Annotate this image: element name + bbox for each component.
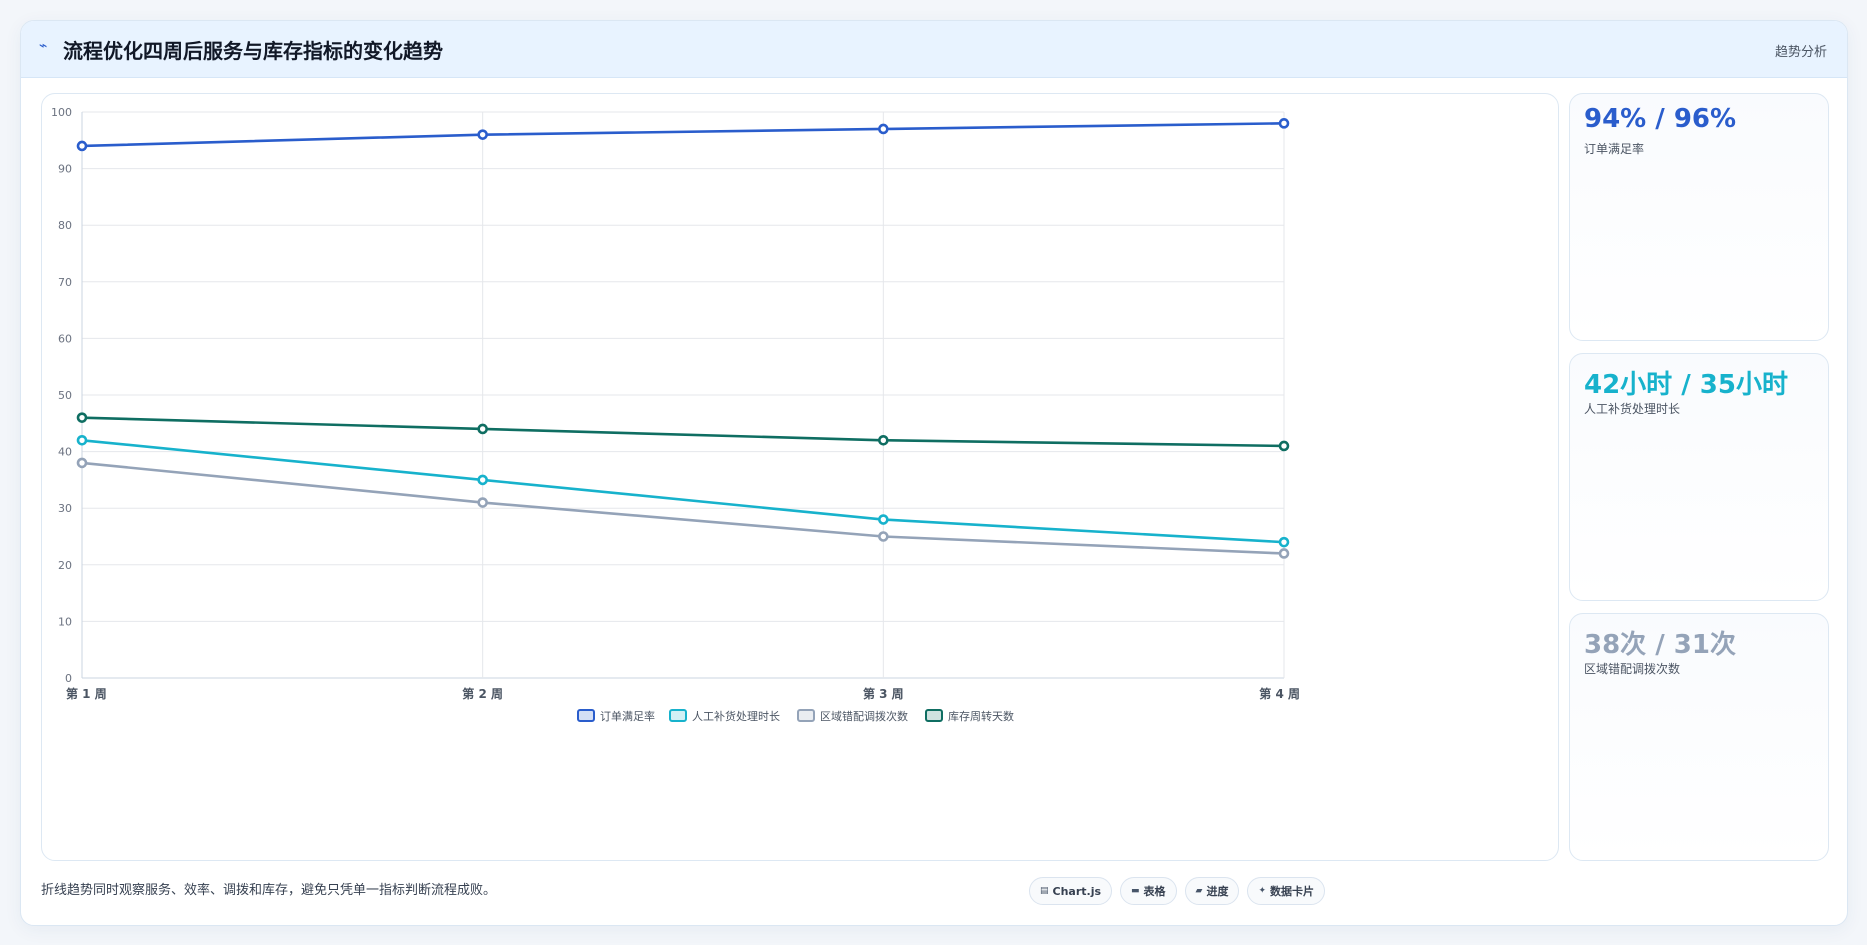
page-title: 流程优化四周后服务与库存指标的变化趋势 bbox=[63, 39, 443, 63]
data-point bbox=[76, 457, 88, 469]
line-chart: 0 10 20 30 40 50 60 70 80 90 100 第 1 周 第 2 周 第 3 周 第 4… bbox=[51, 106, 1300, 723]
chip-label: 表格 bbox=[1143, 885, 1166, 898]
data-point bbox=[477, 423, 488, 435]
data-point bbox=[76, 412, 88, 423]
legend-item-label[interactable]: 订单满足率 bbox=[600, 709, 655, 723]
stat-label: 订单满足率 bbox=[1584, 142, 1645, 156]
chip-chartjs[interactable]: ▤ Chart.js bbox=[1029, 877, 1113, 905]
chip-label: Chart.js bbox=[1052, 884, 1102, 898]
data-point bbox=[76, 434, 88, 446]
data-point bbox=[1278, 118, 1290, 129]
tech-chips: ▤ Chart.js ▬ 表格 ▰ 进度 ✦ 数据卡片 bbox=[1029, 877, 1326, 905]
legend-item-label[interactable]: 人工补货处理时长 bbox=[692, 709, 780, 723]
chip-table[interactable]: ▬ 表格 bbox=[1120, 877, 1177, 905]
series-lines bbox=[76, 118, 1290, 559]
progress-icon: ▰ bbox=[1195, 886, 1203, 896]
stat-value: 42小时 / 35小时 bbox=[1584, 370, 1788, 400]
y-tick-label: 30 bbox=[58, 502, 72, 515]
chart-icon: ▤ bbox=[1040, 886, 1049, 896]
y-tick-label: 80 bbox=[58, 219, 72, 232]
legend-swatch[interactable] bbox=[925, 709, 943, 722]
y-tick-label: 20 bbox=[58, 559, 72, 572]
series-line bbox=[81, 122, 1285, 148]
chart-panel: 0 10 20 30 40 50 60 70 80 90 100 第 1 周 第 2 周 第 3 周 第 4… bbox=[41, 93, 1559, 861]
data-point bbox=[477, 497, 488, 508]
y-tick-label: 10 bbox=[58, 615, 72, 628]
legend-item-label[interactable]: 区域错配调拨次数 bbox=[820, 709, 908, 723]
data-point bbox=[878, 531, 889, 542]
sparkle-icon: ✦ bbox=[1258, 886, 1267, 896]
y-tick-label: 0 bbox=[65, 672, 72, 685]
chip-label: 进度 bbox=[1206, 885, 1229, 898]
grid bbox=[81, 111, 1285, 679]
data-point bbox=[477, 129, 488, 140]
series-line bbox=[81, 461, 1285, 555]
data-point bbox=[1278, 536, 1290, 548]
axis-labels: 0 10 20 30 40 50 60 70 80 90 100 第 1 周 第 2 周 第 3 周 第 4… bbox=[51, 106, 1300, 701]
data-point bbox=[76, 140, 88, 152]
legend-swatch[interactable] bbox=[669, 709, 687, 722]
data-point bbox=[1278, 440, 1290, 452]
stat-value: 38次 / 31次 bbox=[1584, 630, 1736, 660]
x-tick-label: 第 4 周 bbox=[1259, 686, 1300, 701]
stat-label: 区域错配调拨次数 bbox=[1584, 662, 1681, 676]
y-tick-label: 60 bbox=[58, 332, 72, 345]
y-tick-label: 40 bbox=[58, 446, 72, 459]
y-tick-label: 100 bbox=[51, 106, 72, 119]
series-line bbox=[81, 416, 1285, 448]
data-point bbox=[878, 514, 889, 525]
legend-item-label[interactable]: 库存周转天数 bbox=[948, 709, 1014, 723]
trend-line-icon: ⌁ bbox=[39, 38, 48, 54]
stat-label: 人工补货处理时长 bbox=[1584, 402, 1681, 416]
y-tick-label: 50 bbox=[58, 389, 72, 402]
chart-legend[interactable]: 订单满足率 人工补货处理时长 区域错配调拨次数 库存周转天数 bbox=[577, 709, 1014, 723]
y-tick-label: 90 bbox=[58, 163, 72, 176]
stat-card-replenish-time: 42小时 / 35小时 人工补货处理时长 bbox=[1569, 353, 1829, 601]
y-tick-label: 70 bbox=[58, 276, 72, 289]
footer-note: 折线趋势同时观察服务、效率、调拨和库存，避免只凭单一指标判断流程成败。 bbox=[41, 883, 497, 898]
trend-card: ⌁ 流程优化四周后服务与库存指标的变化趋势 趋势分析 0 10 20 30 40 50 60… bbox=[20, 20, 1848, 926]
table-icon: ▬ bbox=[1131, 886, 1140, 896]
stat-value: 94% / 96% bbox=[1584, 104, 1737, 134]
legend-swatch[interactable] bbox=[577, 709, 595, 722]
header-tag: 趋势分析 bbox=[1774, 45, 1827, 60]
data-point bbox=[878, 123, 889, 135]
card-header: ⌁ 流程优化四周后服务与库存指标的变化趋势 趋势分析 bbox=[21, 21, 1847, 78]
x-tick-label: 第 3 周 bbox=[863, 686, 904, 701]
stat-card-mismatch-transfers: 38次 / 31次 区域错配调拨次数 bbox=[1569, 613, 1829, 861]
series-line bbox=[81, 438, 1285, 544]
data-point bbox=[477, 474, 488, 486]
legend-swatch[interactable] bbox=[797, 709, 815, 722]
stat-card-order-fill: 94% / 96% 订单满足率 bbox=[1569, 93, 1829, 341]
data-point bbox=[878, 434, 889, 446]
x-tick-label: 第 1 周 bbox=[66, 686, 107, 701]
x-tick-label: 第 2 周 bbox=[462, 686, 503, 701]
chip-label: 数据卡片 bbox=[1270, 885, 1315, 898]
chip-progress[interactable]: ▰ 进度 bbox=[1184, 877, 1240, 905]
chip-data-card[interactable]: ✦ 数据卡片 bbox=[1247, 877, 1326, 905]
data-point bbox=[1278, 548, 1290, 559]
